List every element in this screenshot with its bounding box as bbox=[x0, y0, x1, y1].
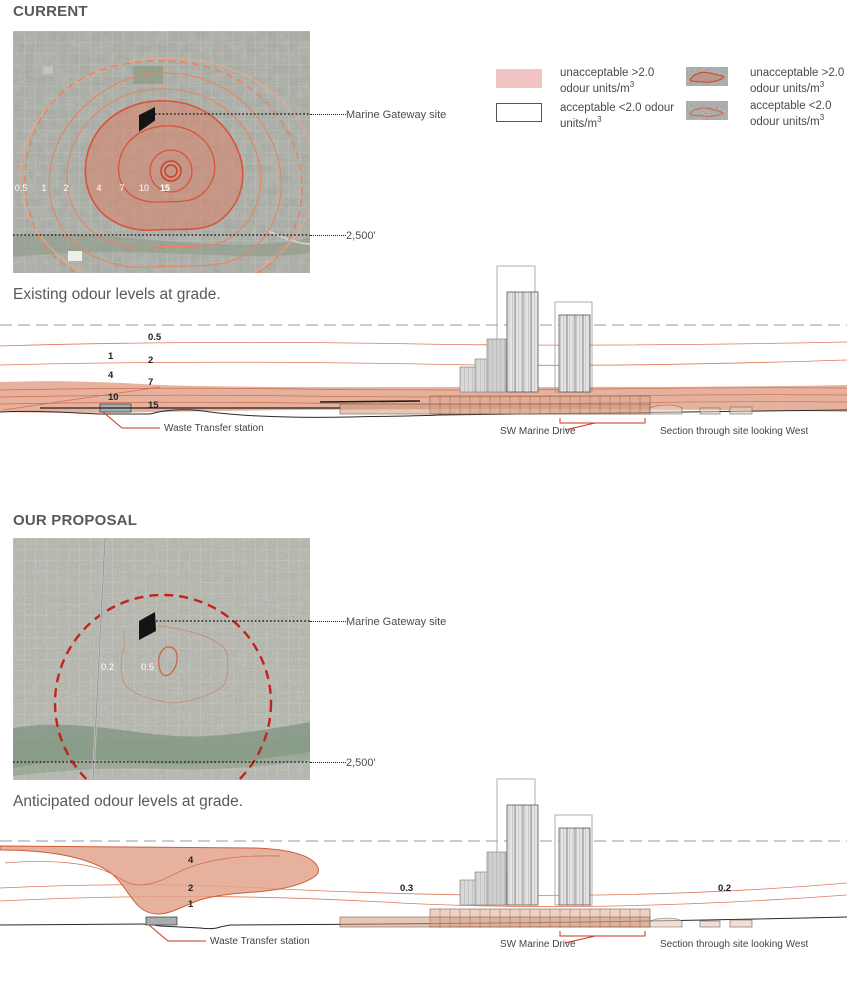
svg-text:4: 4 bbox=[108, 370, 114, 381]
svg-text:1: 1 bbox=[188, 899, 194, 910]
svg-text:Waste Transfer station: Waste Transfer station bbox=[210, 936, 310, 947]
svg-text:0.5: 0.5 bbox=[148, 332, 162, 343]
svg-text:2: 2 bbox=[148, 355, 153, 366]
svg-text:15: 15 bbox=[160, 183, 170, 193]
svg-text:SW Marine Drive: SW Marine Drive bbox=[500, 426, 576, 437]
svg-text:4: 4 bbox=[96, 183, 101, 193]
svg-text:4: 4 bbox=[188, 855, 194, 866]
svg-text:7: 7 bbox=[119, 183, 124, 193]
svg-text:10: 10 bbox=[108, 392, 119, 403]
svg-text:2: 2 bbox=[188, 883, 193, 894]
svg-text:Waste Transfer station: Waste Transfer station bbox=[164, 423, 264, 434]
svg-text:Section through site looking W: Section through site looking West bbox=[660, 939, 808, 950]
svg-text:1: 1 bbox=[108, 351, 114, 362]
svg-text:0.2: 0.2 bbox=[718, 883, 731, 894]
svg-text:1: 1 bbox=[41, 183, 46, 193]
svg-text:15: 15 bbox=[148, 400, 159, 411]
svg-text:SW Marine Drive: SW Marine Drive bbox=[500, 939, 576, 950]
svg-text:Section through site looking W: Section through site looking West bbox=[660, 426, 808, 437]
svg-text:7: 7 bbox=[148, 377, 153, 388]
svg-text:0.2: 0.2 bbox=[101, 662, 114, 673]
svg-text:0.3: 0.3 bbox=[400, 883, 413, 894]
svg-text:0.5: 0.5 bbox=[141, 662, 154, 673]
svg-text:0.5: 0.5 bbox=[15, 183, 28, 193]
svg-text:10: 10 bbox=[139, 183, 149, 193]
svg-text:2: 2 bbox=[63, 183, 68, 193]
